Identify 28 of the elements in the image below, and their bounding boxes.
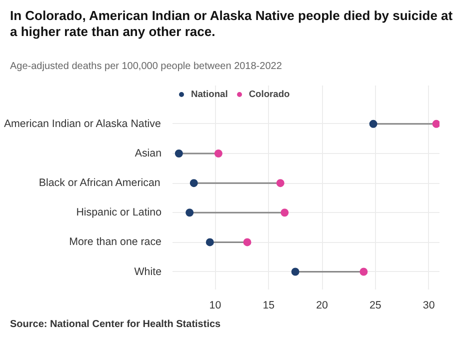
x-tick-label: 10 — [209, 300, 222, 312]
x-tick-label: 15 — [262, 300, 275, 312]
point — [276, 179, 284, 188]
x-tick-label: 30 — [422, 300, 435, 312]
point — [369, 120, 378, 128]
y-tick-label: Asian — [134, 148, 162, 160]
point — [174, 150, 183, 158]
source-note: Source: National Center for Health Statistics — [10, 318, 221, 332]
y-tick-label: More than one race — [69, 236, 162, 248]
y-tick-label: Hispanic or Latino — [76, 206, 162, 219]
point — [291, 268, 300, 276]
legend-label: National — [191, 89, 228, 99]
point — [186, 208, 194, 217]
point — [214, 150, 222, 158]
point — [432, 120, 440, 128]
x-tick-label: 20 — [316, 300, 328, 312]
y-tick-label: American Indian or Alaska Native — [4, 118, 161, 130]
point — [243, 238, 252, 246]
chart-title: In Colorado, American Indian or Alaska Native people died by suicide at a higher rate than any other race. — [10, 8, 454, 40]
y-tick-label: Black or African American — [38, 177, 160, 190]
x-tick-label: 25 — [369, 300, 382, 312]
point — [360, 268, 368, 276]
legend-label: Colorado — [248, 89, 290, 99]
point — [206, 238, 214, 246]
chart-subtitle: Age-adjusted deaths per 100,000 people between 2018-2022 — [10, 60, 282, 74]
y-tick-label: White — [134, 266, 162, 278]
point — [280, 208, 289, 217]
point — [190, 179, 198, 188]
